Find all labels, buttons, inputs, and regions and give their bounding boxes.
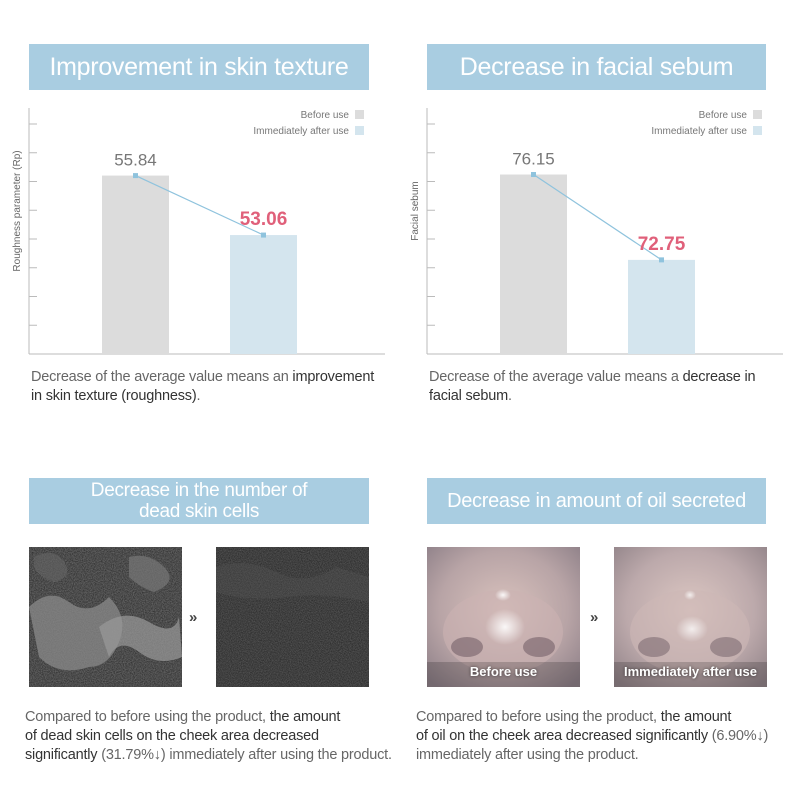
- legend-swatch: [355, 126, 364, 135]
- caption-highlight: decrease in: [682, 369, 756, 385]
- facial-sebum-chart: Facial sebum Before use Immediately after …: [398, 100, 798, 362]
- skin-texture-chart: Roughness parameter (Rp) Before use Immedi…: [0, 100, 400, 362]
- caption-percent: (31.79%↓): [97, 747, 166, 763]
- dead-skin-banner: Decrease in the number of dead skin cell…: [29, 478, 369, 524]
- legend-swatch: [753, 110, 762, 119]
- bar: [102, 175, 169, 354]
- nose-before-image: [427, 547, 580, 687]
- caption-text: Compared to before using the product,: [25, 709, 270, 725]
- connector-point: [133, 173, 138, 179]
- dead-skin-caption: Compared to before using the product, th…: [25, 708, 405, 765]
- caption-highlight: the amount: [660, 709, 732, 725]
- facial-sebum-banner-text: Decrease in facial sebum: [459, 52, 734, 81]
- chart-svg: Facial sebum Before use Immediately after …: [410, 108, 783, 355]
- caption-highlight: the amount: [269, 709, 341, 725]
- connector-point: [659, 257, 664, 263]
- legend-swatch: [355, 110, 364, 119]
- connector-line: [533, 174, 662, 261]
- caption-end: immediately after using the product.: [416, 747, 639, 763]
- data-label: 55.84: [114, 151, 157, 170]
- caption-highlight-2: of oil on the cheek area decreased signi…: [416, 728, 708, 744]
- dead-skin-banner-line2: dead skin cells: [138, 501, 260, 522]
- caption-highlight-2: in skin texture (roughness): [31, 388, 197, 404]
- connector-point: [531, 172, 536, 178]
- dead-skin-after-image: [216, 547, 369, 687]
- legend-label: Immediately after use: [651, 126, 747, 137]
- dead-skin-after-photo: [216, 547, 369, 687]
- oil-secreted-banner-text: Decrease in amount of oil secreted: [447, 489, 746, 512]
- caption-end: .: [508, 388, 512, 404]
- dead-skin-separator-icon: »: [189, 609, 197, 626]
- oil-after-photo: Immediately after use: [614, 547, 767, 687]
- data-label: 76.15: [512, 150, 555, 169]
- legend-swatch: [753, 126, 762, 135]
- skin-texture-caption: Decrease of the average value means an i…: [31, 368, 391, 406]
- bar: [230, 235, 297, 354]
- caption-highlight-2: facial sebum: [429, 388, 508, 404]
- caption-end: immediately after using the product.: [165, 747, 392, 763]
- after-use-label: Immediately after use: [624, 664, 757, 679]
- facial-sebum-caption: Decrease of the average value means a de…: [429, 368, 789, 406]
- caption-text: Compared to before using the product,: [416, 709, 661, 725]
- bar: [500, 174, 567, 354]
- data-label-highlight: 53.06: [240, 209, 288, 230]
- caption-highlight: improvement: [292, 369, 375, 385]
- dead-skin-banner-line1: Decrease in the number of: [90, 480, 308, 501]
- y-axis-label: Facial sebum: [410, 181, 421, 240]
- oil-before-photo: Before use: [427, 547, 580, 687]
- connector-point: [261, 232, 266, 238]
- legend-label: Before use: [301, 110, 350, 121]
- caption-highlight-3: significantly: [25, 747, 98, 763]
- oil-separator-icon: »: [590, 609, 598, 626]
- legend-label: Before use: [699, 110, 748, 121]
- caption-text: Decrease of the average value means a: [429, 369, 683, 385]
- data-label-highlight: 72.75: [638, 234, 686, 255]
- caption-end: .: [196, 388, 201, 404]
- caption-highlight-2: of dead skin cells on the cheek area dec…: [25, 728, 319, 744]
- dead-skin-before-photo: [29, 547, 182, 687]
- nose-after-image: [614, 547, 767, 687]
- oil-secreted-caption: Compared to before using the product, th…: [416, 708, 800, 765]
- caption-text: Decrease of the average value means an: [31, 369, 293, 385]
- oil-secreted-banner: Decrease in amount of oil secreted: [427, 478, 766, 524]
- facial-sebum-banner: Decrease in facial sebum: [427, 44, 766, 90]
- y-axis-label: Roughness parameter (Rp): [12, 150, 23, 271]
- chart-svg: Roughness parameter (Rp) Before use Immedi…: [12, 108, 385, 355]
- before-use-label: Before use: [469, 664, 538, 679]
- legend-label: Immediately after use: [253, 126, 349, 137]
- bar: [628, 259, 695, 354]
- caption-percent: (6.90%↓): [707, 728, 769, 744]
- connector-line: [135, 175, 264, 236]
- skin-texture-banner-text: Improvement in skin texture: [49, 52, 349, 81]
- skin-texture-banner: Improvement in skin texture: [29, 44, 369, 90]
- dead-skin-before-image: [29, 547, 182, 687]
